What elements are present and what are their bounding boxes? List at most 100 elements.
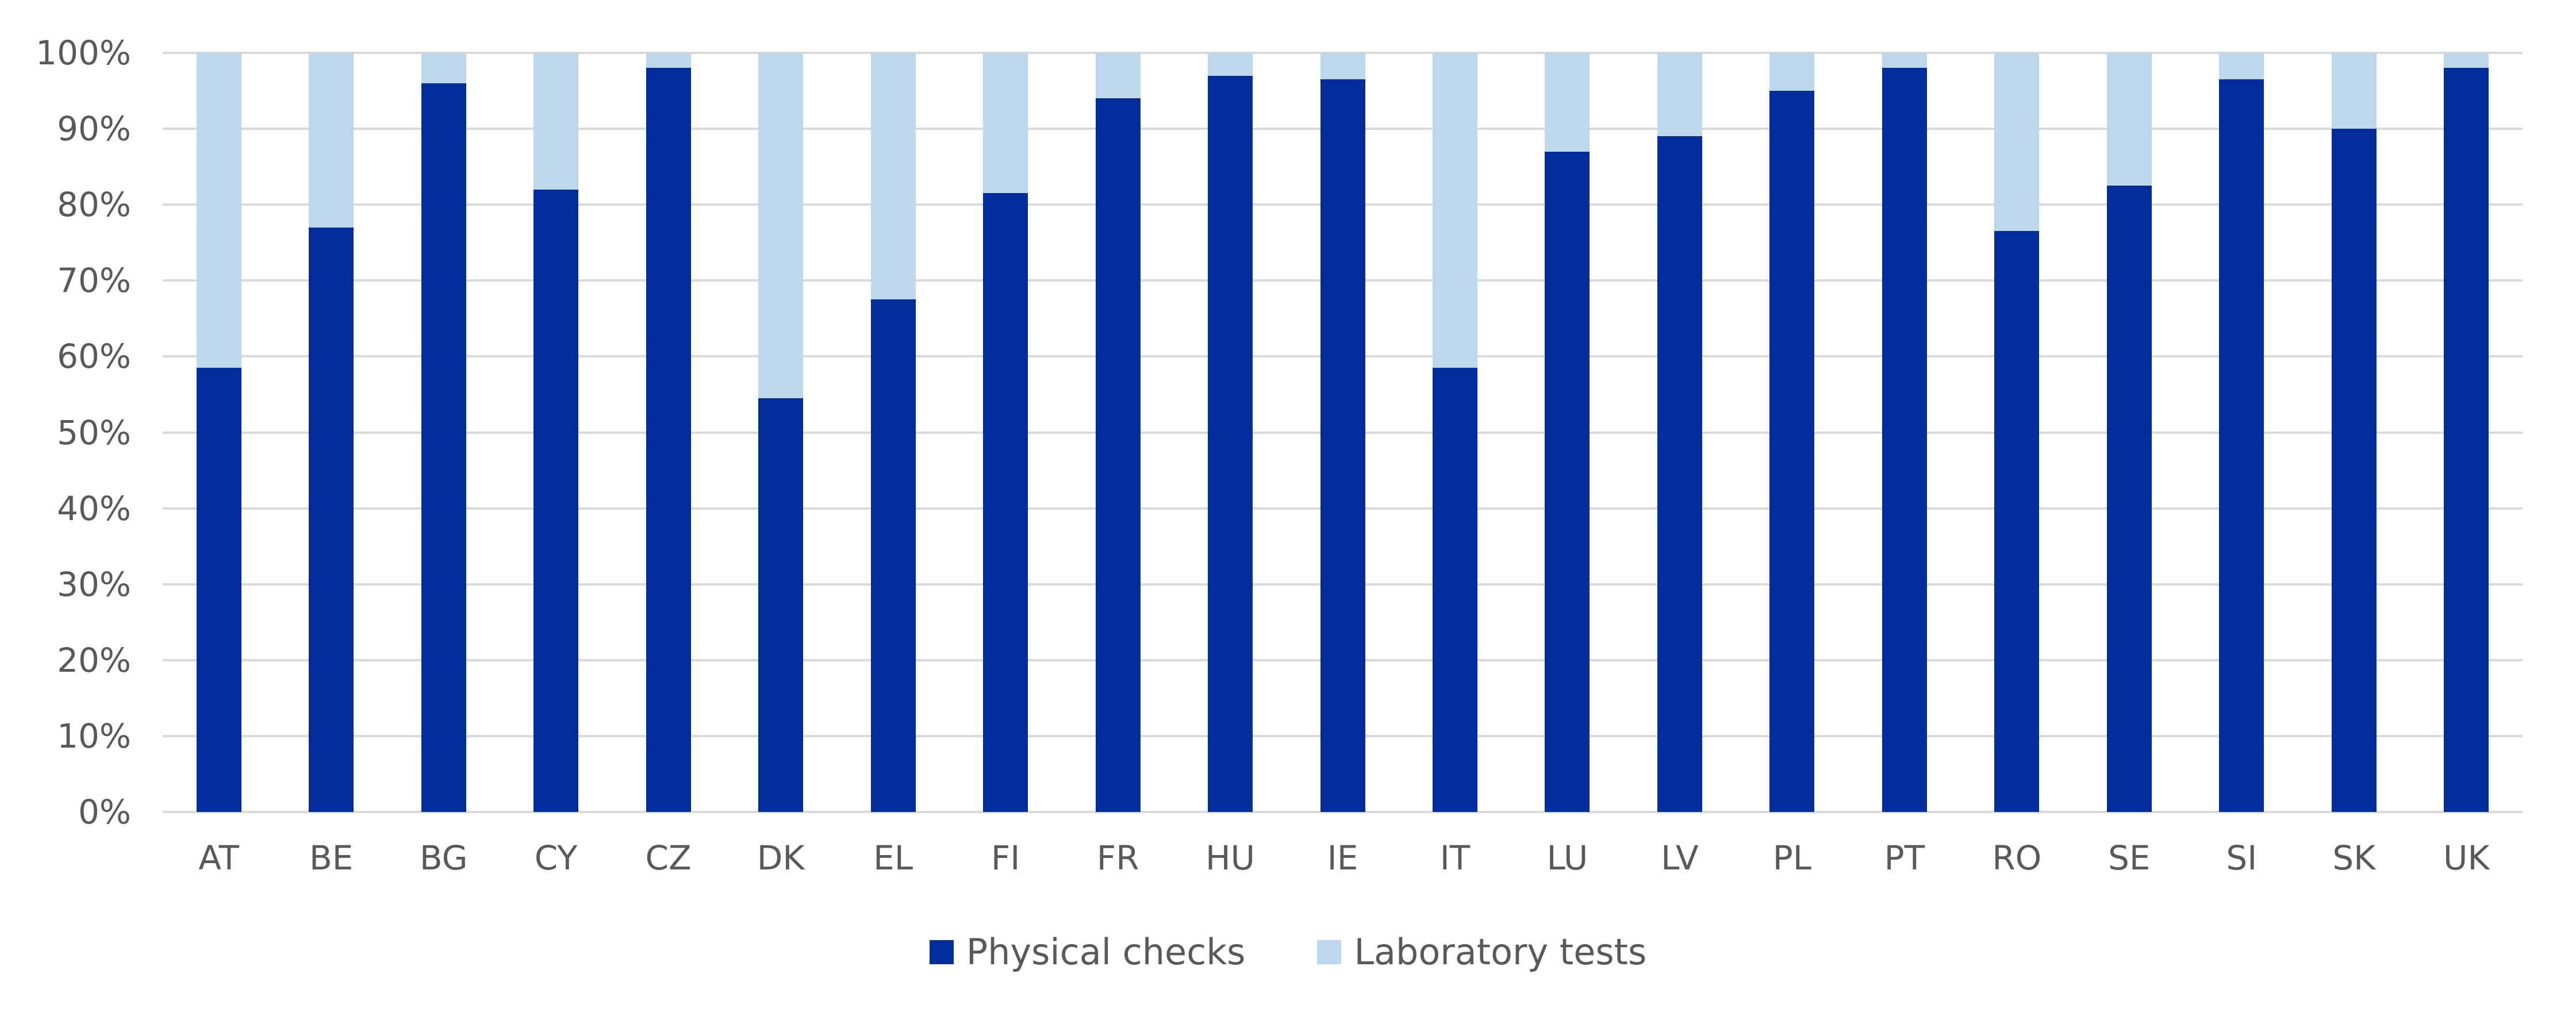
x-label-UK: UK [2443, 838, 2490, 877]
bar-EL [870, 53, 916, 812]
segment-laboratory-tests-RO [1994, 53, 2040, 232]
x-label-SK: SK [2332, 838, 2376, 877]
x-label-FR: FR [1096, 838, 1139, 877]
legend-item-physical-checks: Physical checks [929, 931, 1246, 973]
bar-RO [1994, 53, 2040, 812]
bar-SK [2331, 53, 2377, 812]
x-label-DK: DK [757, 838, 805, 877]
gridline-0% [163, 811, 2523, 813]
y-tick-100%: 100% [36, 33, 131, 72]
plot-area [163, 52, 2523, 813]
x-label-SI: SI [2226, 838, 2258, 877]
segment-physical-checks-FR [1095, 98, 1141, 812]
y-tick-90%: 90% [57, 109, 131, 149]
segment-physical-checks-IT [1432, 368, 1477, 812]
x-label-PT: PT [1884, 838, 1925, 877]
segment-laboratory-tests-DK [758, 53, 804, 399]
bar-CY [533, 53, 579, 812]
bar-HU [1208, 53, 1253, 812]
segment-laboratory-tests-LV [1657, 53, 1702, 137]
bar-LV [1657, 53, 1702, 812]
x-label-AT: AT [198, 838, 240, 877]
x-label-EL: EL [873, 838, 913, 877]
bar-AT [196, 53, 241, 812]
segment-physical-checks-FI [983, 193, 1028, 812]
legend: Physical checks Laboratory tests [0, 926, 2576, 978]
segment-laboratory-tests-FR [1095, 53, 1141, 99]
y-tick-0%: 0% [78, 792, 131, 831]
segment-physical-checks-SK [2331, 129, 2377, 812]
y-tick-40%: 40% [57, 488, 131, 528]
y-axis: 0% 10% 20% 30% 40% 50% 60% 70% 80% 90% 100% [0, 36, 131, 829]
y-tick-80%: 80% [57, 185, 131, 225]
x-label-CZ: CZ [645, 838, 692, 877]
y-tick-10%: 10% [57, 716, 131, 756]
segment-laboratory-tests-SK [2331, 53, 2377, 129]
bar-IT [1432, 53, 1477, 812]
bar-FI [983, 53, 1028, 812]
legend-swatch-physical-checks [929, 940, 954, 964]
x-label-SE: SE [2108, 838, 2151, 877]
segment-physical-checks-RO [1994, 231, 2040, 812]
x-label-BG: BG [419, 838, 468, 877]
segment-physical-checks-BG [421, 83, 466, 812]
bar-CZ [646, 53, 691, 812]
legend-label-laboratory-tests: Laboratory tests [1354, 931, 1647, 973]
segment-laboratory-tests-BG [421, 53, 466, 83]
bar-LU [1545, 53, 1590, 812]
x-label-BE: BE [309, 838, 354, 877]
segment-physical-checks-PL [1769, 91, 1815, 812]
y-tick-50%: 50% [57, 413, 131, 452]
segment-laboratory-tests-IT [1432, 53, 1477, 368]
y-tick-60%: 60% [57, 337, 131, 376]
segment-laboratory-tests-PT [1882, 53, 1927, 68]
bar-BG [421, 53, 466, 812]
x-axis: AT BE BG CY CZ DK EL FI FR HU IE IT LU LV PL PT RO SE SI SK… [163, 841, 2523, 881]
x-label-HU: HU [1205, 838, 1256, 877]
x-label-LV: LV [1661, 838, 1699, 877]
x-label-IE: IE [1327, 838, 1358, 877]
bar-UK [2444, 53, 2489, 812]
segment-laboratory-tests-BE [309, 53, 354, 228]
segment-laboratory-tests-EL [870, 53, 916, 300]
bar-SE [2106, 53, 2152, 812]
segment-laboratory-tests-SE [2106, 53, 2152, 186]
bar-DK [758, 53, 804, 812]
segment-laboratory-tests-CY [533, 53, 579, 190]
segment-physical-checks-LV [1657, 136, 1702, 812]
bar-PT [1882, 53, 1927, 812]
bar-SI [2219, 53, 2264, 812]
legend-item-laboratory-tests: Laboratory tests [1317, 934, 1646, 970]
segment-laboratory-tests-HU [1208, 53, 1253, 76]
x-label-PL: PL [1772, 838, 1812, 877]
segment-laboratory-tests-IE [1320, 53, 1365, 80]
bar-FR [1095, 53, 1141, 812]
segment-physical-checks-PT [1882, 68, 1927, 812]
segment-physical-checks-EL [870, 299, 916, 812]
segment-laboratory-tests-PL [1769, 53, 1815, 91]
x-label-IT: IT [1439, 838, 1471, 877]
segment-physical-checks-IE [1320, 79, 1365, 812]
segment-physical-checks-AT [196, 368, 241, 812]
segment-physical-checks-UK [2444, 68, 2489, 812]
legend-label-physical-checks: Physical checks [966, 931, 1246, 973]
segment-physical-checks-SI [2219, 79, 2264, 812]
x-label-CY: CY [534, 838, 578, 877]
segment-physical-checks-BE [309, 227, 354, 812]
segment-laboratory-tests-FI [983, 53, 1028, 194]
segment-laboratory-tests-SI [2219, 53, 2264, 80]
y-tick-20%: 20% [57, 640, 131, 680]
legend-swatch-laboratory-tests [1317, 940, 1342, 964]
bar-BE [309, 53, 354, 812]
y-tick-30%: 30% [57, 564, 131, 604]
segment-physical-checks-CY [533, 189, 579, 812]
x-label-FI: FI [991, 838, 1020, 877]
x-label-RO: RO [1992, 838, 2042, 877]
y-tick-70%: 70% [57, 261, 131, 301]
segment-laboratory-tests-AT [196, 53, 241, 368]
segment-physical-checks-DK [758, 398, 804, 812]
segment-laboratory-tests-LU [1545, 53, 1590, 152]
segment-physical-checks-HU [1208, 75, 1253, 812]
segment-laboratory-tests-UK [2444, 53, 2489, 68]
